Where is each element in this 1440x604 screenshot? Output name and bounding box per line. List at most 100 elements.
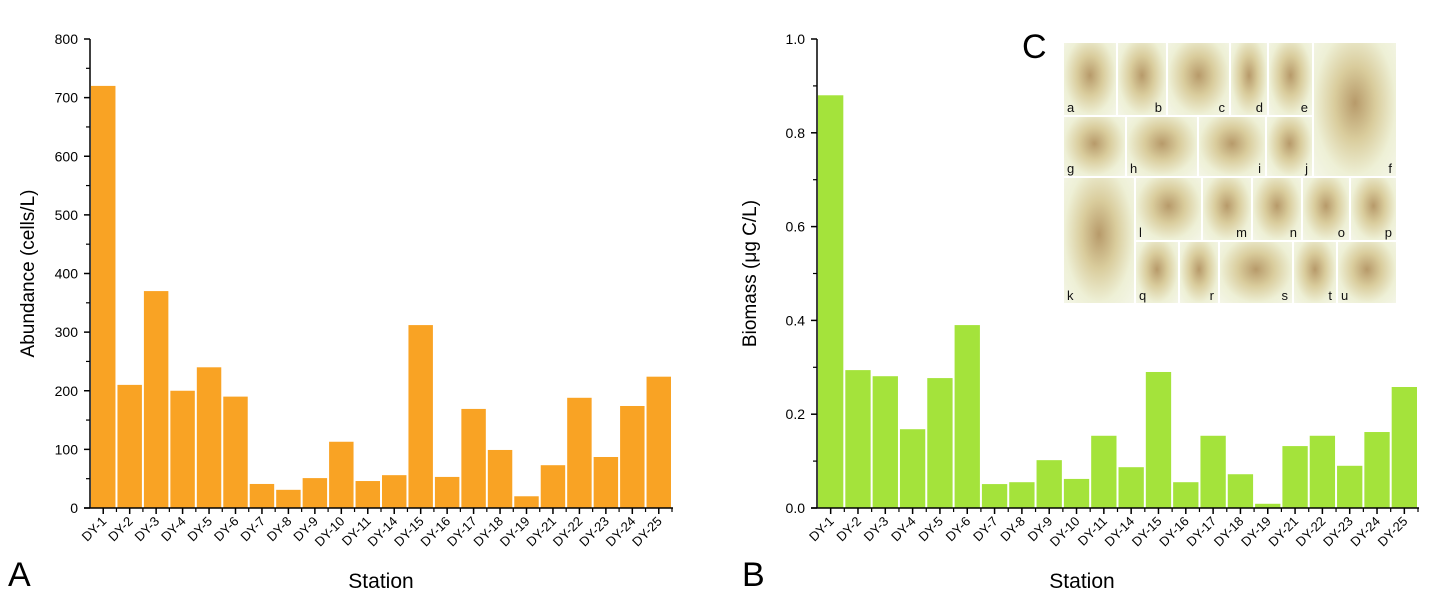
bar-dy-6 — [223, 396, 248, 508]
x-tick-label: DY-22 — [1293, 514, 1329, 550]
y-axis-label: Abundance (cells/L) — [18, 190, 39, 358]
micrograph-image: e — [1268, 42, 1313, 116]
bar-dy-19 — [514, 496, 539, 508]
bar-dy-2 — [845, 370, 871, 508]
y-tick-label: 100 — [55, 441, 79, 457]
y-tick-label: 0.4 — [786, 312, 806, 328]
micrograph-label: g — [1067, 161, 1075, 176]
bar-dy-7 — [249, 483, 275, 508]
micrograph-label: u — [1341, 288, 1349, 303]
y-tick-label: 200 — [55, 383, 79, 399]
bar-dy-22 — [1309, 435, 1336, 508]
x-tick-label: DY-6 — [943, 514, 974, 545]
micrograph-image: b — [1117, 42, 1167, 116]
y-tick-label: 1.0 — [786, 31, 806, 47]
x-tick-label: DY-5 — [915, 514, 946, 545]
bar-dy-19 — [1255, 503, 1281, 508]
x-tick-label: DY-10 — [312, 514, 348, 550]
bar-dy-22 — [567, 397, 592, 508]
bar-dy-15 — [408, 325, 433, 508]
bar-dy-21 — [540, 465, 566, 508]
bar-dy-1 — [91, 85, 116, 509]
x-tick-label: DY-7 — [237, 514, 268, 545]
bar-dy-24 — [1364, 432, 1390, 508]
bar-dy-25 — [1391, 386, 1417, 508]
micrograph-label: o — [1337, 225, 1345, 240]
x-tick-label: DY-2 — [105, 514, 136, 545]
micrograph-label: q — [1139, 288, 1147, 303]
y-tick-label: 300 — [55, 324, 79, 340]
y-tick-label: 400 — [55, 266, 79, 282]
x-tick-label: DY-11 — [1075, 514, 1110, 549]
micrograph-image: m — [1202, 177, 1252, 241]
x-tick-label: DY-6 — [211, 514, 242, 545]
x-tick-label: DY-25 — [1375, 514, 1411, 550]
micrograph-image: j — [1266, 116, 1313, 177]
micrograph-image: n — [1252, 177, 1302, 241]
panel-label-a: A — [8, 556, 31, 594]
bar-dy-5 — [196, 367, 222, 508]
bar-dy-11 — [1091, 435, 1117, 508]
x-tick-label: DY-8 — [264, 514, 295, 545]
bar-dy-14 — [1118, 467, 1144, 508]
micrograph-label: m — [1236, 225, 1247, 240]
x-tick-label: DY-4 — [888, 514, 919, 545]
micrograph-image: q — [1135, 241, 1179, 304]
bar-dy-18 — [487, 449, 513, 508]
x-tick-label: DY-8 — [997, 514, 1028, 545]
x-tick-label: DY-14 — [1101, 514, 1137, 550]
y-tick-label: 500 — [55, 207, 79, 223]
bar-dy-3 — [872, 376, 898, 508]
x-tick-label: DY-17 — [1183, 514, 1219, 550]
micrograph-label: n — [1289, 225, 1297, 240]
bar-dy-24 — [620, 405, 645, 508]
micrograph-image: d — [1230, 42, 1268, 116]
bar-dy-2 — [117, 384, 142, 508]
micrograph-image: s — [1219, 241, 1293, 304]
micrograph-label: a — [1067, 100, 1075, 115]
micrograph-label: j — [1305, 161, 1308, 176]
x-tick-label: DY-5 — [184, 514, 215, 545]
x-tick-label: DY-23 — [1320, 514, 1356, 550]
bar-dy-14 — [382, 475, 407, 508]
bar-dy-8 — [1009, 482, 1035, 508]
x-tick-label: DY-4 — [158, 514, 189, 545]
y-tick-label: 800 — [55, 31, 79, 47]
bar-dy-21 — [1282, 446, 1308, 508]
x-axis-label: Station — [1049, 570, 1114, 593]
micrograph-image: f — [1313, 42, 1397, 177]
bar-dy-25 — [646, 376, 671, 508]
x-tick-label: DY-21 — [1265, 514, 1301, 550]
micrograph-image: c — [1167, 42, 1230, 116]
micrograph-image: a — [1063, 42, 1117, 116]
micrograph-image: u — [1337, 241, 1397, 304]
micrograph-label: r — [1209, 288, 1214, 303]
bar-dy-23 — [1337, 465, 1363, 508]
x-axis-label: Station — [348, 570, 413, 593]
x-tick-label: DY-18 — [1211, 514, 1247, 550]
x-tick-label: DY-3 — [132, 514, 163, 545]
x-tick-label: DY-19 — [1238, 514, 1274, 550]
x-tick-label: DY-10 — [1047, 514, 1083, 550]
y-tick-label: 0 — [70, 500, 78, 516]
micrograph-image: g — [1063, 116, 1126, 177]
y-tick-label: 700 — [55, 90, 79, 106]
micrograph-image: h — [1126, 116, 1198, 177]
y-tick-label: 0.6 — [786, 219, 806, 235]
bar-dy-8 — [276, 489, 301, 508]
x-tick-label: DY-1 — [806, 514, 837, 545]
x-tick-label: DY-1 — [79, 514, 110, 545]
bar-dy-4 — [170, 390, 195, 508]
micrograph-label: i — [1258, 161, 1261, 176]
micrograph-label: e — [1300, 100, 1308, 115]
bar-dy-16 — [1173, 482, 1199, 508]
micrograph-label: p — [1384, 225, 1392, 240]
x-tick-label: DY-16 — [1156, 514, 1192, 550]
bar-dy-3 — [143, 291, 169, 508]
x-tick-label: DY-7 — [970, 514, 1001, 545]
bar-dy-1 — [818, 95, 844, 508]
micrograph-label: s — [1281, 288, 1289, 303]
micrograph-image: o — [1302, 177, 1350, 241]
